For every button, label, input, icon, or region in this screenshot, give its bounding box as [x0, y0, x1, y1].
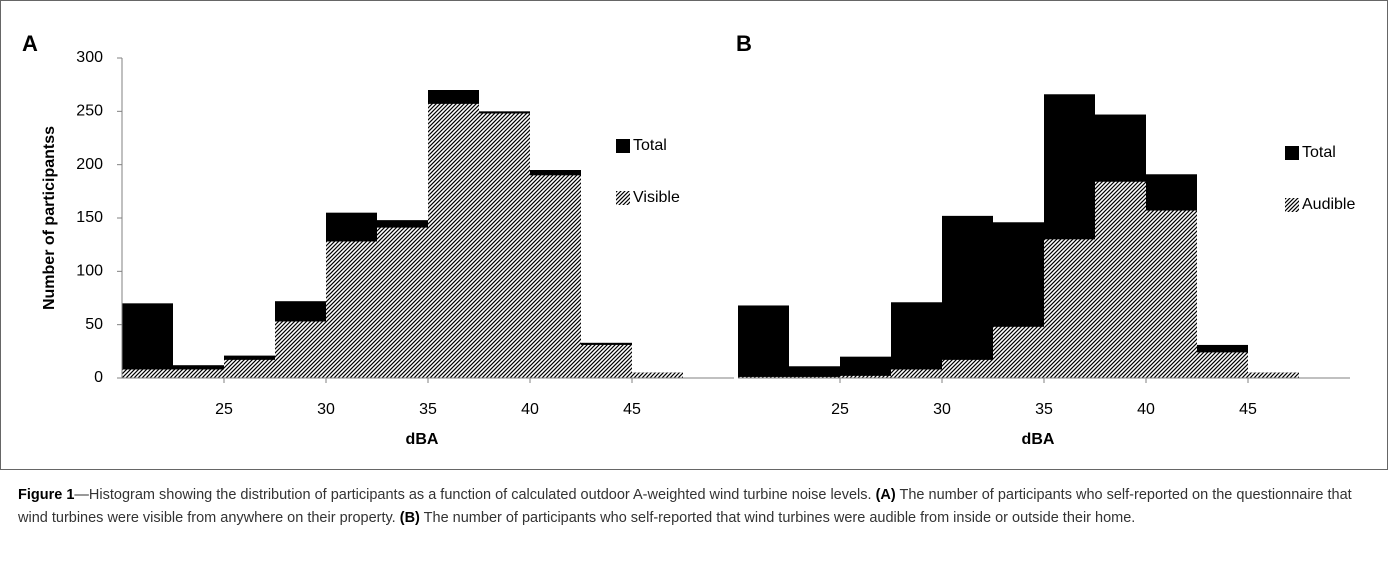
figure: A Total Visible 25 30 35 40 45 dBA 0 50 100 150 200 25… — [0, 0, 1388, 470]
legend-swatch — [1285, 198, 1299, 212]
caption-text: (B) — [399, 510, 420, 526]
caption-text: —Histogram showing the distribution of p… — [74, 487, 876, 503]
x-tick-label: 25 — [831, 401, 849, 418]
bar — [942, 359, 993, 378]
bar — [377, 227, 428, 378]
y-tick-label: 250 — [76, 103, 103, 120]
bar — [632, 372, 683, 378]
y-tick-label: 0 — [94, 369, 103, 386]
x-tick-label: 40 — [1137, 401, 1155, 418]
bar — [840, 356, 891, 378]
y-tick-label: 300 — [76, 49, 103, 66]
bar — [122, 303, 173, 378]
bar — [581, 344, 632, 378]
legend-label: Visible — [633, 189, 680, 206]
caption-text: (A) — [875, 487, 896, 503]
caption: Figure 1—Histogram showing the distribut… — [18, 484, 1370, 530]
x-tick-label: 35 — [1035, 401, 1053, 418]
bar — [1146, 210, 1197, 378]
panel-letter: A — [22, 31, 38, 56]
y-tick-label: 150 — [76, 209, 103, 226]
bar — [275, 321, 326, 378]
bar — [479, 113, 530, 378]
bar — [789, 366, 840, 378]
legend-label: Total — [633, 137, 667, 154]
legend-swatch — [616, 139, 630, 153]
bar — [122, 369, 173, 378]
y-tick-label: 200 — [76, 156, 103, 173]
x-tick-label: 35 — [419, 401, 437, 418]
panel-letter: B — [736, 31, 752, 56]
caption-text: Figure 1 — [18, 487, 75, 503]
y-tick-label: 50 — [85, 316, 103, 333]
y-axis-title: Number of participantss — [41, 126, 58, 310]
bar — [1248, 372, 1299, 378]
x-tick-label: 25 — [215, 401, 233, 418]
bar — [789, 376, 840, 378]
bar — [738, 305, 789, 378]
x-tick-label: 45 — [1239, 401, 1257, 418]
bar — [1197, 352, 1248, 378]
bar — [942, 215, 993, 378]
bar — [428, 103, 479, 378]
x-tick-label: 30 — [933, 401, 951, 418]
caption-text: The number of participants who self-repo… — [419, 510, 1136, 526]
bar — [891, 369, 942, 378]
bar — [1044, 239, 1095, 378]
x-axis-title: dBA — [1022, 431, 1055, 448]
bar — [326, 241, 377, 378]
legend-label: Total — [1302, 144, 1336, 161]
x-tick-label: 30 — [317, 401, 335, 418]
x-tick-label: 45 — [623, 401, 641, 418]
y-tick-label: 100 — [76, 263, 103, 280]
bar — [224, 359, 275, 378]
bar — [891, 302, 942, 378]
legend-swatch — [1285, 146, 1299, 160]
bar — [173, 369, 224, 378]
bar — [993, 326, 1044, 378]
x-axis-title: dBA — [406, 431, 439, 448]
bar — [840, 375, 891, 378]
legend-swatch — [616, 191, 630, 205]
caption-text: The number of participants who self-repo… — [18, 487, 1352, 526]
legend-label: Audible — [1302, 196, 1355, 213]
bar — [530, 175, 581, 378]
bar — [1095, 181, 1146, 378]
x-tick-label: 40 — [521, 401, 539, 418]
bar — [738, 376, 789, 378]
